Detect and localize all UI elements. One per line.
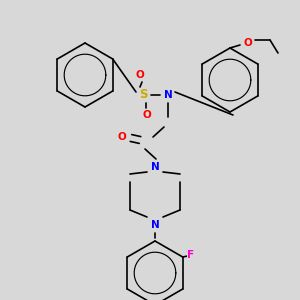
Text: O: O: [136, 70, 144, 80]
Text: N: N: [151, 162, 159, 172]
Text: S: S: [139, 88, 147, 101]
Text: O: O: [142, 110, 152, 120]
Text: N: N: [164, 90, 172, 100]
Text: N: N: [151, 220, 159, 230]
Text: O: O: [118, 132, 126, 142]
Text: O: O: [244, 38, 252, 48]
Text: F: F: [187, 250, 194, 260]
